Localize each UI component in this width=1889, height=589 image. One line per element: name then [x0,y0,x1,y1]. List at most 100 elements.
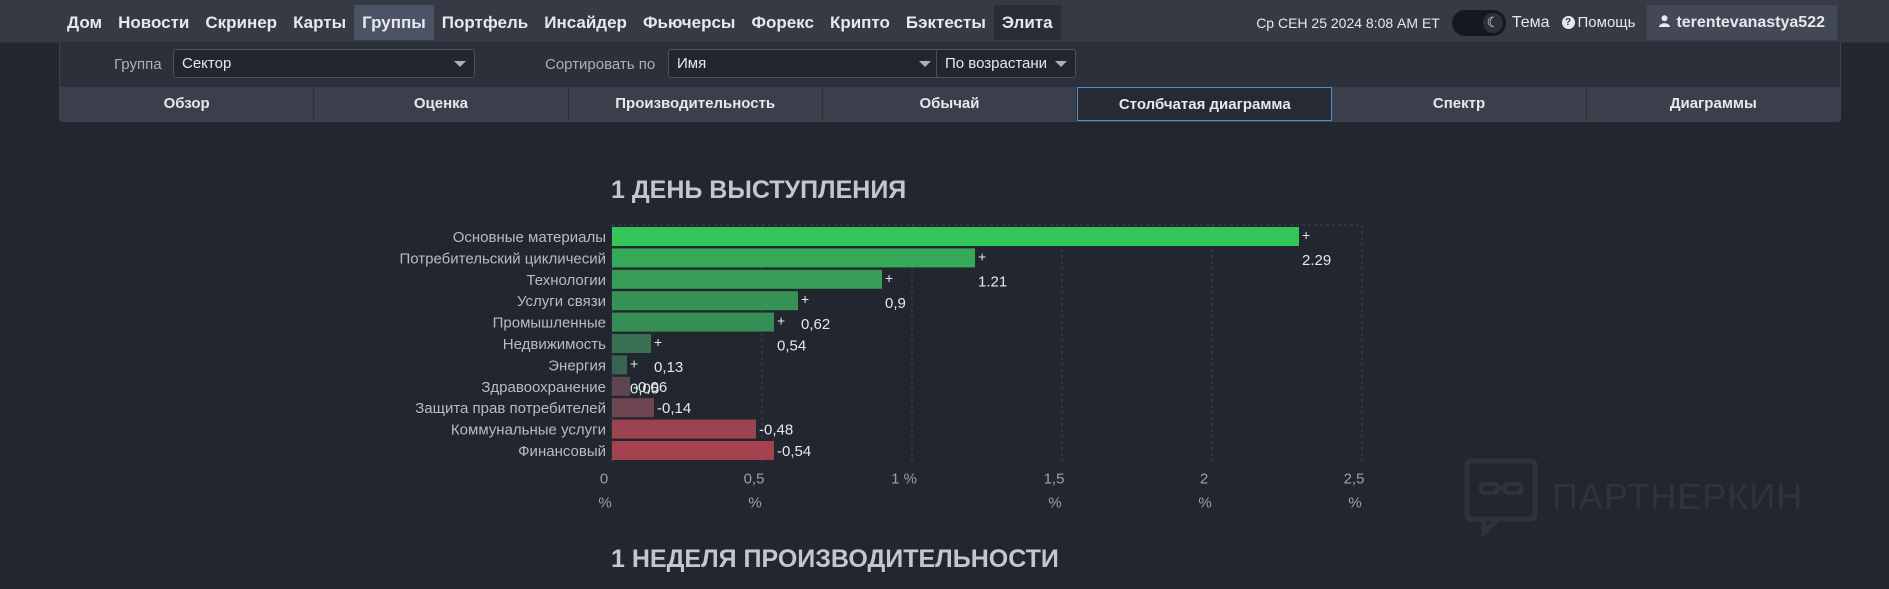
tab-2[interactable]: Производительность [568,87,823,121]
filter-panel: Группа Сектор Сортировать по Имя По возр… [59,42,1841,122]
value-label: 0,05 [630,380,659,397]
chevron-down-icon [1055,61,1067,67]
bar [612,312,774,332]
nav-link-10[interactable]: Бэктесты [905,13,986,32]
view-tabs: Обзор Оценка Производительность Обычай Столб… [60,87,1840,121]
x-tick-unit: % [1198,494,1211,511]
x-tick-label: 2 [1200,470,1208,487]
value-label: 0,62 [801,316,830,333]
nav-link-5[interactable]: Портфель [441,13,529,32]
tab-3[interactable]: Обычай [822,87,1078,121]
user-icon [1659,15,1671,30]
nav-link-0[interactable]: Дом [67,13,103,32]
value-label: -0,48 [759,422,793,439]
bar [612,291,798,311]
category-label: Коммунальные услуги [451,422,606,439]
value-label: -0,14 [657,400,691,417]
value-label: 0,13 [654,359,683,376]
nav-link-6[interactable]: Инсайдер [544,13,627,32]
category-label: Недвижимость [503,336,606,353]
plus-sign: + [1302,227,1310,243]
nav-right-area: Ср СЕН 25 2024 8:08 AM ET ☾ Тема ? Помощ… [1256,5,1889,40]
plus-sign: + [654,334,662,350]
category-label: Технологии [526,272,606,289]
group-select-value: Сектор [182,55,232,72]
category-label: Здравоохранение [481,379,606,396]
bar [612,355,627,375]
category-label: Финансовый [518,443,606,460]
nav-link-9[interactable]: Крипто [829,13,890,32]
plus-sign: + [885,270,893,286]
x-tick-unit: % [1348,494,1361,511]
main-menu: Дом Новости Скринер Карты Группы Портфель Инса… [59,5,1061,40]
group-select[interactable]: Сектор [173,49,475,78]
tab-6[interactable]: Диаграммы [1586,87,1840,121]
tab-1[interactable]: Оценка [314,87,569,121]
bar [612,248,975,268]
category-label: Промышленные [493,315,606,332]
watermark-text: ПАРТНЕРКИН [1552,476,1804,517]
bar [612,334,651,353]
chevron-down-icon [919,61,931,67]
nav-link-7[interactable]: Фьючерсы [642,13,736,32]
chevron-down-icon [454,61,466,67]
question-icon: ? [1561,16,1575,29]
x-tick-unit: % [1048,494,1061,511]
datetime-display: Ср СЕН 25 2024 8:08 AM ET [1256,14,1440,31]
watermark-logo-icon [1464,458,1538,536]
group-label: Группа [114,56,162,73]
value-label: 0,54 [777,338,806,355]
category-label: Услуги связи [517,293,606,310]
nav-link-2[interactable]: Скринер [205,13,278,32]
value-label: 1.21 [978,273,1007,290]
x-tick-label: 1,5 [1044,470,1065,487]
x-tick-unit: % [748,494,761,511]
tab-0[interactable]: Обзор [60,87,315,121]
value-label: 2.29 [1302,252,1331,269]
category-label: Защита прав потребителей [415,400,606,417]
sort-select[interactable]: Имя [668,49,940,78]
value-label: -0,54 [777,443,811,460]
help-label: Помощь [1577,14,1636,31]
value-label: -0,06 [633,379,667,396]
user-menu[interactable]: terentevanastya522 [1647,5,1837,40]
sort-select-value: Имя [677,55,707,72]
category-label: Основные материалы [453,229,606,246]
bar [612,441,774,460]
plus-sign: + [801,291,809,307]
sort-label: Сортировать по [545,56,656,73]
value-label: 0,9 [885,295,906,312]
plus-sign: + [978,248,986,264]
moon-icon: ☾ [1482,12,1503,33]
category-label: Потребительский цикличесий [400,250,607,267]
tab-4[interactable]: Столбчатая диаграмма [1077,87,1333,121]
section-title-1w: 1 НЕДЕЛЯ ПРОИЗВОДИТЕЛЬНОСТИ [611,545,1059,573]
nav-link-3[interactable]: Карты [293,13,347,32]
x-tick-label: 2,5 [1344,470,1365,487]
x-tick-label: 1 % [891,470,917,487]
order-select[interactable]: По возрастани [936,49,1076,78]
top-navigation-bar: Дом Новости Скринер Карты Группы Портфель Инса… [0,0,1889,43]
x-tick-unit: % [598,494,611,511]
theme-label[interactable]: Тема [1511,13,1550,31]
order-select-value: По возрастани [945,55,1048,72]
tab-5[interactable]: Спектр [1332,87,1587,121]
nav-link-4[interactable]: Группы [354,5,434,40]
watermark: ПАРТНЕРКИН [1464,458,1803,536]
theme-toggle[interactable]: ☾ [1451,9,1506,36]
help-link[interactable]: ? Помощь [1561,14,1636,31]
bar [612,269,882,289]
nav-link-1[interactable]: Новости [118,13,190,32]
nav-link-11[interactable]: Элита [993,5,1061,40]
plus-sign: + [777,313,785,329]
bar [612,227,1299,246]
bar [612,419,756,439]
nav-link-8[interactable]: Форекс [751,13,814,32]
x-tick-label: 0 [600,470,608,487]
username: terentevanastya522 [1676,13,1825,31]
bar [612,376,630,396]
category-label: Энергия [548,357,606,374]
bar [612,398,654,418]
section-title-1d: 1 ДЕНЬ ВЫСТУПЛЕНИЯ [611,176,907,204]
